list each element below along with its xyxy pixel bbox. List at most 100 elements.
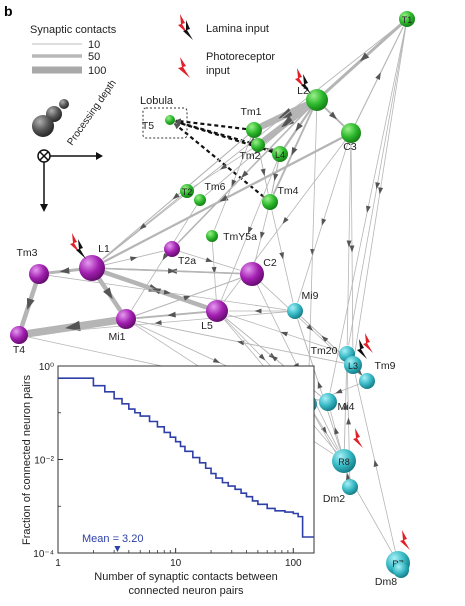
edge-arrow-L4-Tm4	[273, 173, 279, 182]
edge-arrow-Mi4-L5	[270, 355, 278, 362]
edge-arrow-T1-L3	[378, 187, 384, 195]
neuron-label-L1: L1	[98, 243, 110, 255]
mean-marker	[114, 546, 121, 552]
edge-arrow-L1-Tm3	[59, 267, 70, 274]
edge-arrow-Tm1-TmY5a	[231, 179, 237, 187]
edge-arrow-Tm2-Tm4	[260, 168, 266, 176]
photoreceptor-input-label-1: Photoreceptor	[206, 51, 275, 63]
neuron-Tm2	[251, 138, 265, 152]
neuron-label-Dm2: Dm2	[323, 493, 345, 505]
neuron-C2	[240, 262, 264, 286]
edge-arrow-Tm20-L5	[280, 331, 288, 337]
edge-arrow-Mi9-L5	[254, 308, 262, 314]
edge-arrow-L2-L4	[295, 122, 303, 132]
edge-arrow-C3-L5	[282, 216, 289, 224]
neuron-L2	[306, 89, 328, 111]
edge-Tm1-T5	[174, 118, 247, 131]
input-type-legend: Lamina input Photoreceptor input	[178, 14, 275, 78]
edge-arrow-Mi15-R8	[321, 426, 327, 434]
panel-label: b	[4, 3, 13, 19]
edge-arrow-R8-Mi9	[317, 381, 323, 389]
lightning-icon-L2-red	[295, 68, 305, 88]
inset-ytick-label: 10⁻²	[34, 456, 54, 467]
neuron-L3	[344, 356, 362, 374]
edge-arrow-C3-Mi9	[321, 218, 327, 226]
processing-depth-indicator: Processing depth	[32, 78, 119, 212]
neuron-Tm9	[359, 373, 375, 389]
contact-distribution-inset: 10⁰ 10⁻² 10⁻⁴1 10 100 Fraction of connected …	[21, 362, 315, 597]
synaptic-contacts-legend: Synaptic contacts 10 50 100	[30, 24, 117, 77]
lightning-icon-L1-red	[70, 233, 80, 253]
edge-arrow-C3-L3	[349, 245, 355, 253]
edge-arrow-Mi1-T4	[65, 320, 81, 332]
edge-arrow-Tm4-Mi9	[279, 252, 284, 260]
edge-arrow-Tm2-T2	[219, 163, 228, 170]
depth-sphere-large	[32, 115, 54, 137]
inset-ticks: 10⁰ 10⁻² 10⁻⁴1 10 100	[33, 362, 302, 569]
edge-arrow-L3-Tm9	[355, 368, 363, 376]
edge-arrow-Mi9-T4	[154, 320, 162, 326]
lightning-icon-L1	[76, 239, 86, 259]
edge-arrow-Tm9-Mi15	[335, 388, 343, 394]
neuron-label-T2a: T2a	[178, 255, 196, 267]
lightning-icon-R7	[400, 530, 410, 550]
edge-arrow-Tm3-T4	[26, 297, 35, 310]
neuron-T1	[399, 11, 415, 27]
neuron-Tm4	[262, 194, 278, 210]
neuron-label-L5: L5	[201, 320, 213, 332]
edge-arrow-L5-Mi15	[258, 353, 266, 361]
inset-xlabel-1: Number of synaptic contacts between	[94, 571, 277, 583]
neuron-label-T5: T5	[142, 120, 154, 132]
legend-title: Synaptic contacts	[30, 24, 117, 36]
edge-arrow-L5-Mi1	[167, 311, 176, 318]
x-arrow-head	[96, 152, 103, 160]
edge-arrow-Dm2-Tm20	[346, 417, 352, 425]
edge-arrow-Mi1-C2	[183, 295, 192, 301]
mean-label: Mean = 3.20	[82, 533, 143, 545]
neuron-C3	[341, 123, 361, 143]
edge-arrow-L2-T2a	[241, 170, 249, 179]
neuron-label-T4: T4	[13, 344, 25, 356]
neuron-L4	[272, 146, 288, 162]
neuron-TmY5a	[206, 230, 218, 242]
neuron-Tm3	[29, 264, 49, 284]
edge-arrow-L2-Tm1	[278, 107, 294, 119]
neuron-Tm1	[246, 122, 262, 138]
edge-arrow-R8-Mi4	[334, 427, 340, 435]
neuron-label-Mi9: Mi9	[302, 290, 319, 302]
inset-xtick-label: 1	[55, 558, 61, 569]
neuron-label-Dm8: Dm8	[375, 576, 397, 588]
connection-edges	[19, 22, 407, 576]
neuron-label-Tm1: Tm1	[241, 106, 262, 118]
inset-ylabel: Fraction of connected neuron pairs	[21, 375, 33, 545]
inset-ytick-label: 10⁰	[39, 362, 54, 373]
photoreceptor-input-label-2: input	[206, 65, 230, 77]
neuron-T5	[165, 115, 175, 125]
neuron-label-C3: C3	[343, 141, 357, 153]
edge-arrow-T2a-C2	[205, 257, 213, 263]
neuron-L1	[79, 255, 105, 281]
edge-arrow-L1-C2	[168, 268, 176, 274]
edge-arrow-L4-L5	[247, 226, 253, 234]
lobula-outline	[142, 107, 188, 139]
neuron-label-Tm2: Tm2	[240, 150, 261, 162]
neuron-label-Tm9: Tm9	[375, 360, 396, 372]
edge-arrow-Mi1-Mi15	[212, 357, 221, 363]
inset-xtick-label: 10	[170, 558, 182, 569]
edge-arrow-T1-L2	[359, 52, 370, 62]
neuron-label-TmY5a: TmY5a	[223, 231, 257, 243]
edge-arrow-T1-Tm20	[375, 182, 381, 190]
edge-arrow-C3-T1	[375, 72, 381, 80]
edge-arrow-T1-Mi4	[366, 205, 371, 213]
neuron-label-C2: C2	[263, 257, 277, 269]
neuron-R8	[332, 449, 356, 473]
edge-arrow-R7-L3	[373, 459, 379, 467]
input-lightning-bolts	[70, 68, 410, 550]
edge-arrow-Tm1-L1	[172, 192, 180, 200]
legend-label-10: 10	[88, 39, 100, 51]
neuron-L5	[206, 300, 228, 322]
photoreceptor-input-icon	[178, 57, 190, 78]
neuron-label-R8: R8	[338, 457, 350, 467]
edge-arrow-T2-L1	[139, 223, 147, 230]
